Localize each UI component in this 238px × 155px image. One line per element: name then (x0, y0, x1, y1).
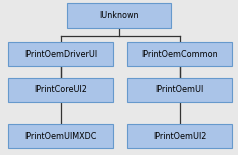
Text: IPrintOemDriverUI: IPrintOemDriverUI (24, 50, 97, 59)
Text: IPrintCoreUI2: IPrintCoreUI2 (34, 85, 87, 94)
Text: IUnknown: IUnknown (99, 11, 139, 20)
Text: IPrintOemUI2: IPrintOemUI2 (153, 132, 206, 141)
FancyBboxPatch shape (8, 124, 113, 148)
FancyBboxPatch shape (127, 124, 232, 148)
FancyBboxPatch shape (67, 3, 171, 28)
FancyBboxPatch shape (8, 78, 113, 102)
Text: IPrintOemUIMXDC: IPrintOemUIMXDC (25, 132, 97, 141)
FancyBboxPatch shape (127, 78, 232, 102)
FancyBboxPatch shape (8, 42, 113, 66)
Text: IPrintOemCommon: IPrintOemCommon (141, 50, 218, 59)
Text: IPrintOemUI: IPrintOemUI (156, 85, 204, 94)
FancyBboxPatch shape (127, 42, 232, 66)
